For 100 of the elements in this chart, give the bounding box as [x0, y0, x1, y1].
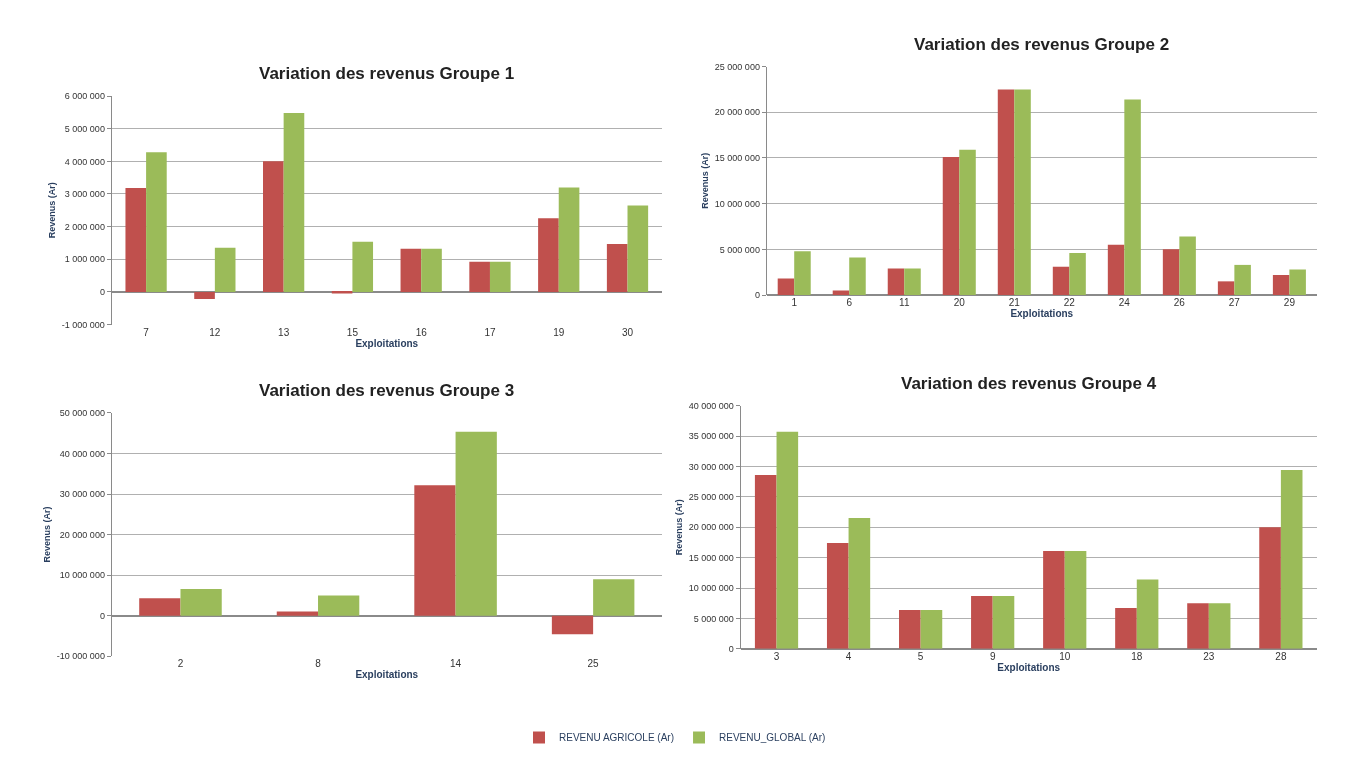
- y-tick-label: 0: [99, 287, 105, 298]
- y-tick-label: 10 000 000: [688, 583, 734, 594]
- bar: [606, 243, 628, 292]
- bar: [1280, 470, 1303, 649]
- x-tick-label: 6: [846, 297, 853, 309]
- bar: [1014, 89, 1031, 296]
- legend-label: REVENU AGRICOLE (Ar): [559, 732, 675, 744]
- y-tick-label: 5 000 000: [719, 244, 760, 255]
- bar: [1052, 266, 1070, 296]
- bar: [455, 431, 497, 616]
- bar: [276, 611, 319, 616]
- x-tick-label: 20: [953, 297, 966, 309]
- bar: [263, 161, 284, 292]
- y-tick-label: 15 000 000: [714, 153, 760, 164]
- y-tick-label: 5 000 000: [64, 123, 105, 134]
- bar: [558, 187, 580, 292]
- bar: [283, 113, 305, 292]
- x-tick-label: 11: [899, 297, 910, 309]
- y-tick-label: 20 000 000: [59, 529, 105, 540]
- bar: [421, 248, 442, 292]
- y-tick-label: 6 000 000: [64, 91, 105, 102]
- x-tick-label: 19: [553, 326, 565, 338]
- bar: [1187, 603, 1209, 649]
- bar: [1179, 236, 1196, 296]
- x-tick-label: 5: [917, 650, 924, 662]
- bar: [469, 261, 490, 292]
- y-tick-label: 4 000 000: [64, 156, 105, 167]
- x-tick-label: 24: [1118, 297, 1131, 309]
- bar: [1162, 249, 1180, 296]
- x-tick-label: 8: [315, 658, 322, 670]
- bar: [331, 291, 353, 294]
- bar: [959, 149, 976, 296]
- bar: [942, 157, 960, 296]
- y-tick-label: 35 000 000: [688, 431, 734, 442]
- bar: [414, 485, 456, 616]
- x-tick-label: 30: [621, 326, 634, 338]
- bar: [125, 188, 147, 292]
- x-tick-label: 7: [143, 326, 150, 338]
- bar: [139, 598, 181, 616]
- x-axis-title: Exploitations: [997, 661, 1061, 673]
- bar: [1289, 269, 1306, 296]
- x-tick-label: 15: [346, 326, 359, 338]
- bar: [777, 278, 795, 296]
- y-tick-label: -1 000 000: [61, 319, 105, 330]
- chart-title: Variation des revenus Groupe 3: [259, 381, 515, 400]
- y-tick-label: 40 000 000: [59, 448, 105, 459]
- bar: [318, 595, 360, 616]
- bar: [887, 268, 905, 296]
- bar: [997, 89, 1015, 296]
- y-tick-label: 15 000 000: [688, 552, 734, 563]
- y-tick-label: 0: [99, 610, 105, 621]
- bar: [971, 595, 993, 649]
- x-tick-label: 3: [773, 650, 780, 662]
- bar: [1234, 264, 1251, 296]
- bar: [352, 241, 374, 292]
- y-tick-label: 30 000 000: [59, 489, 105, 500]
- y-tick-label: -10 000 000: [56, 651, 105, 662]
- bar: [1136, 579, 1159, 649]
- bar: [1272, 274, 1290, 296]
- chart-title: Variation des revenus Groupe 1: [259, 64, 515, 83]
- y-tick-label: 25 000 000: [688, 491, 734, 502]
- bar: [776, 431, 799, 649]
- bar: [1115, 608, 1137, 649]
- x-axis-title: Exploitations: [355, 668, 419, 680]
- bar: [899, 609, 921, 649]
- x-tick-label: 13: [278, 326, 290, 338]
- bar: [538, 218, 559, 292]
- bar: [593, 579, 635, 616]
- y-tick-label: 5 000 000: [693, 613, 734, 624]
- bar: [627, 205, 649, 292]
- x-tick-label: 28: [1275, 650, 1287, 662]
- x-tick-label: 14: [450, 658, 462, 670]
- y-tick-label: 20 000 000: [714, 107, 760, 118]
- bar: [1217, 281, 1235, 296]
- bar: [214, 247, 236, 292]
- x-tick-label: 12: [209, 326, 221, 338]
- bar: [920, 609, 943, 649]
- chart-title: Variation des revenus Groupe 2: [914, 35, 1170, 54]
- bar: [1107, 244, 1125, 296]
- bar: [992, 595, 1015, 649]
- x-tick-label: 26: [1173, 297, 1186, 309]
- bar: [1064, 550, 1087, 649]
- x-axis-title: Exploitations: [1010, 308, 1074, 320]
- y-tick-label: 2 000 000: [64, 221, 105, 232]
- x-axis-title: Exploitations: [355, 337, 419, 349]
- y-tick-label: 0: [728, 643, 734, 654]
- x-tick-label: 2: [177, 658, 184, 670]
- x-tick-label: 10: [1059, 650, 1071, 662]
- bar: [1259, 527, 1281, 649]
- y-tick-label: 20 000 000: [688, 522, 734, 533]
- y-tick-label: 10 000 000: [59, 570, 105, 581]
- bar: [1043, 550, 1065, 649]
- y-tick-label: 25 000 000: [714, 61, 760, 72]
- x-tick-label: 21: [1008, 297, 1021, 309]
- y-axis-title: Revenus (Ar): [42, 506, 53, 563]
- x-tick-label: 4: [845, 650, 852, 662]
- x-tick-label: 1: [791, 297, 798, 309]
- bar: [1069, 253, 1086, 296]
- bar: [551, 615, 594, 635]
- bar: [794, 251, 811, 296]
